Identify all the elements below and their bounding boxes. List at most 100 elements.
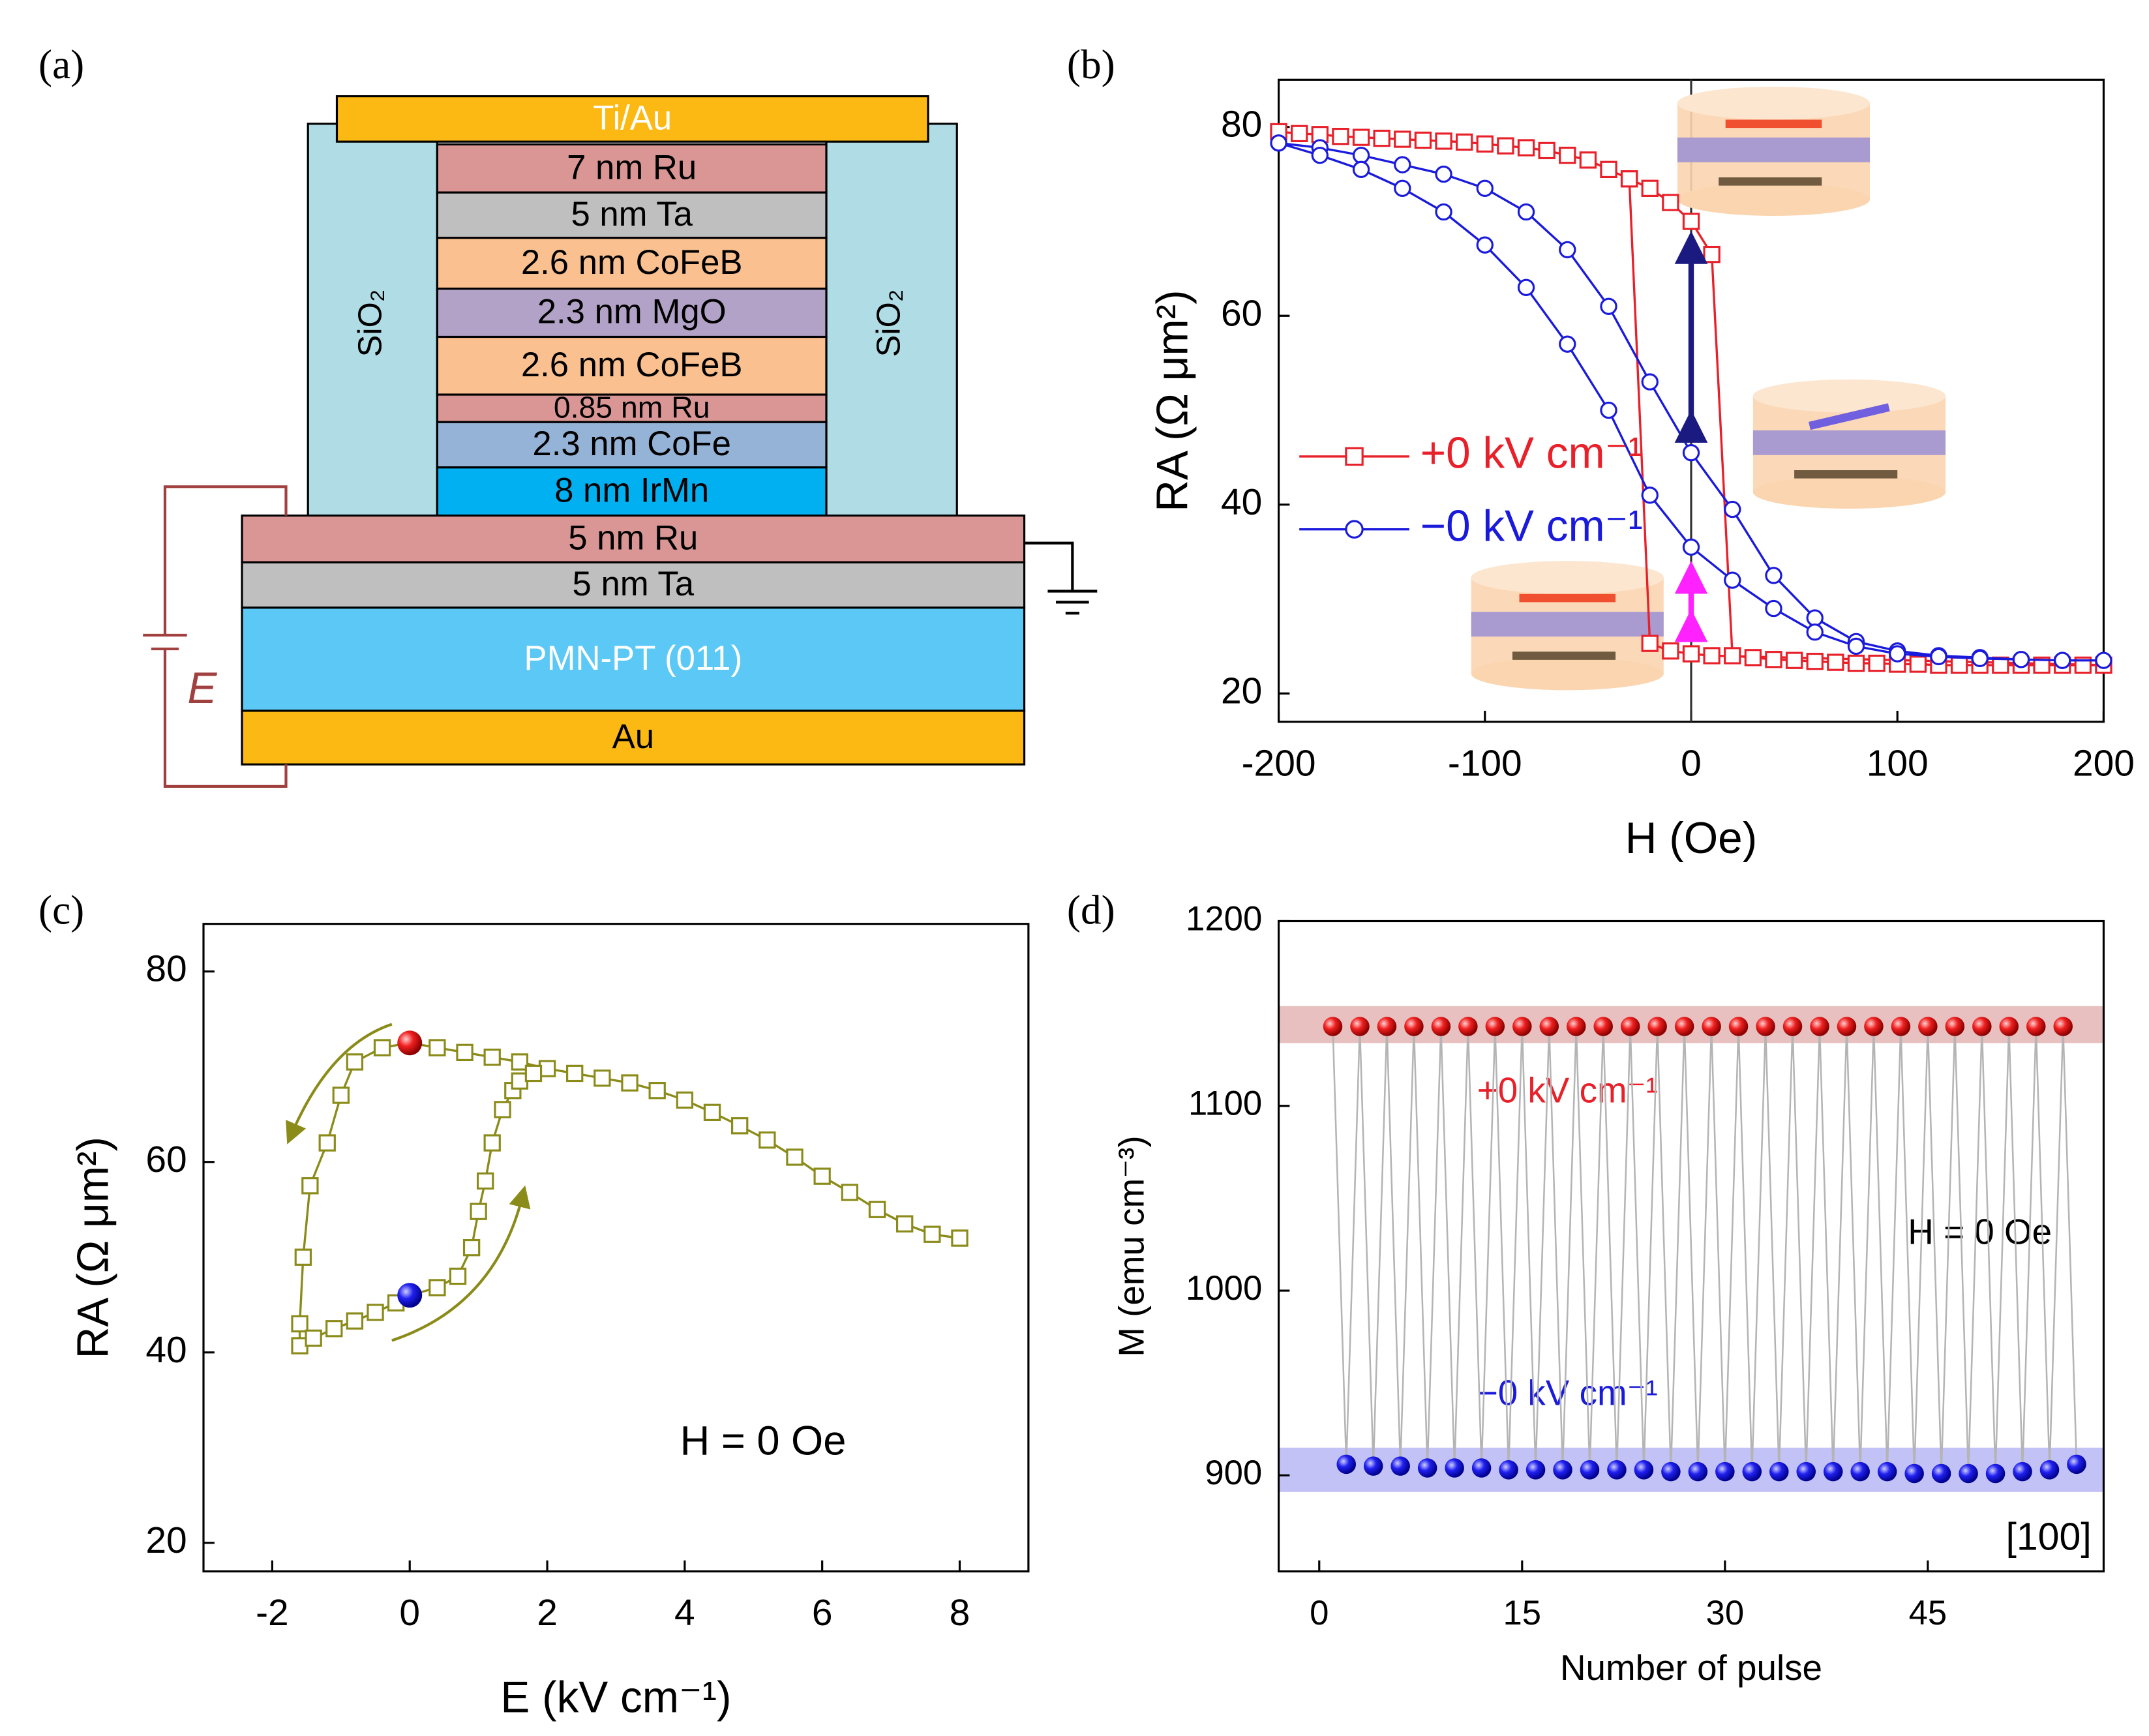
inset-cylinder <box>1471 561 1664 691</box>
marker <box>1352 128 1370 146</box>
marker <box>2039 1460 2060 1480</box>
marker <box>676 1091 694 1109</box>
annotation: H = 0 Oe <box>1908 1212 2052 1252</box>
x-axis-label: H (Oe) <box>1625 814 1757 863</box>
marker <box>1363 1456 1383 1476</box>
oxide <box>307 123 438 517</box>
layer <box>335 95 929 143</box>
marker <box>1517 203 1535 221</box>
layer-label: 2.6 nm CoFeB <box>521 243 743 282</box>
marker <box>1538 142 1555 160</box>
legend-label: +0 kV cm⁻¹ <box>1420 429 1643 478</box>
cylinder-bottom <box>1752 475 1946 509</box>
marker <box>1782 1017 1803 1036</box>
marker <box>1724 647 1741 665</box>
marker <box>511 1053 529 1071</box>
layer <box>241 710 1026 766</box>
marker <box>449 1267 467 1285</box>
x-tick-label: 100 <box>1867 742 1929 784</box>
marker <box>1850 1461 1870 1482</box>
marker <box>332 1086 350 1104</box>
y-tick-label: 900 <box>1205 1454 1262 1492</box>
marker <box>1864 1017 1884 1036</box>
marker <box>483 1134 501 1152</box>
marker <box>1323 1017 1343 1036</box>
device-diagram: SiO₂ SiO₂ Ti/Au 7 nm Ru 5 nm Ta 2.6 nm CoFeB 2… <box>187 95 1098 766</box>
y-tick-label: 1100 <box>1188 1085 1262 1123</box>
voltage-label: E <box>187 664 217 713</box>
x-tick-label: 4 <box>674 1592 695 1634</box>
marker <box>325 1320 343 1338</box>
barrier <box>1752 430 1946 455</box>
marker <box>428 1279 446 1296</box>
x-tick-label: 0 <box>1310 1594 1329 1632</box>
marker <box>1806 609 1824 627</box>
marker <box>373 1039 391 1056</box>
x-tick-label: 2 <box>537 1592 558 1634</box>
panel-label: (b) <box>1067 42 1115 87</box>
y-tick-label: 80 <box>1221 104 1262 145</box>
cylinder-top <box>1471 561 1664 594</box>
y-tick-label: 1200 <box>1186 899 1262 938</box>
legend-marker <box>1345 447 1364 466</box>
y-tick-label: 80 <box>145 948 187 990</box>
marker <box>1950 656 1968 674</box>
x-tick-label: -2 <box>256 1592 289 1634</box>
marker <box>2067 1454 2086 1474</box>
layer-label: PMN-PT (011) <box>524 639 742 678</box>
barrier <box>1677 137 1871 162</box>
legend-label: −0 kV cm⁻¹ <box>1420 501 1643 550</box>
marker <box>1600 401 1617 419</box>
y-tick-label: 20 <box>1221 670 1262 711</box>
marker <box>1999 1017 2019 1036</box>
marker <box>868 1201 886 1218</box>
plot-frame <box>202 923 1030 1573</box>
marker <box>1742 1461 1762 1482</box>
marker <box>1600 297 1617 315</box>
marker <box>1455 133 1473 151</box>
layer <box>436 393 828 423</box>
marker <box>1580 1460 1600 1480</box>
marker <box>1806 623 1824 641</box>
marker <box>1945 1017 1965 1036</box>
oxide-label: SiO₂ <box>869 289 907 357</box>
marker <box>1868 654 1886 672</box>
marker <box>305 1329 322 1347</box>
marker <box>1647 1017 1667 1036</box>
marker <box>1823 1461 1843 1482</box>
marker <box>1414 131 1432 149</box>
marker <box>2095 651 2112 669</box>
marker <box>2053 1017 2073 1036</box>
marker <box>730 1117 749 1135</box>
y-axis-label: RA (Ω μm²) <box>68 1137 117 1358</box>
marker <box>1724 571 1741 589</box>
marker <box>1512 1017 1532 1036</box>
layer <box>241 515 1026 563</box>
marker <box>1904 1463 1924 1484</box>
marker <box>1931 1463 1951 1484</box>
marker <box>456 1043 473 1061</box>
marker <box>301 1177 319 1195</box>
layer-label: Ti/Au <box>593 98 672 137</box>
layer-label: 0.85 nm Ru <box>554 391 710 425</box>
marker <box>1702 1017 1721 1036</box>
marker <box>1499 1460 1518 1480</box>
y-tick-label: 1000 <box>1186 1269 1262 1308</box>
marker <box>1445 1458 1464 1478</box>
marker <box>703 1103 721 1121</box>
marker <box>1765 651 1782 668</box>
marker <box>1485 1017 1505 1036</box>
marker <box>1458 1017 1478 1036</box>
marker <box>1435 203 1452 221</box>
cylinder-top <box>1677 86 1871 120</box>
marker <box>1435 132 1452 150</box>
marker <box>1394 156 1411 173</box>
marker <box>1806 652 1824 670</box>
layer-label: Au <box>612 717 654 756</box>
panel-label: (c) <box>38 887 84 933</box>
layer-label: 2.3 nm CoFe <box>532 425 731 463</box>
marker <box>1715 1461 1735 1482</box>
marker <box>1373 129 1390 147</box>
marker <box>1600 160 1617 179</box>
